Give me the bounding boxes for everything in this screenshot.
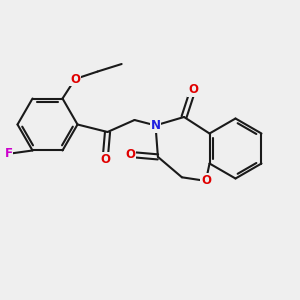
Text: O: O bbox=[70, 73, 80, 85]
Text: N: N bbox=[151, 119, 160, 132]
Text: O: O bbox=[125, 148, 135, 161]
Text: O: O bbox=[100, 153, 110, 166]
Text: O: O bbox=[201, 174, 211, 188]
Text: F: F bbox=[4, 147, 13, 160]
Text: O: O bbox=[188, 83, 198, 96]
